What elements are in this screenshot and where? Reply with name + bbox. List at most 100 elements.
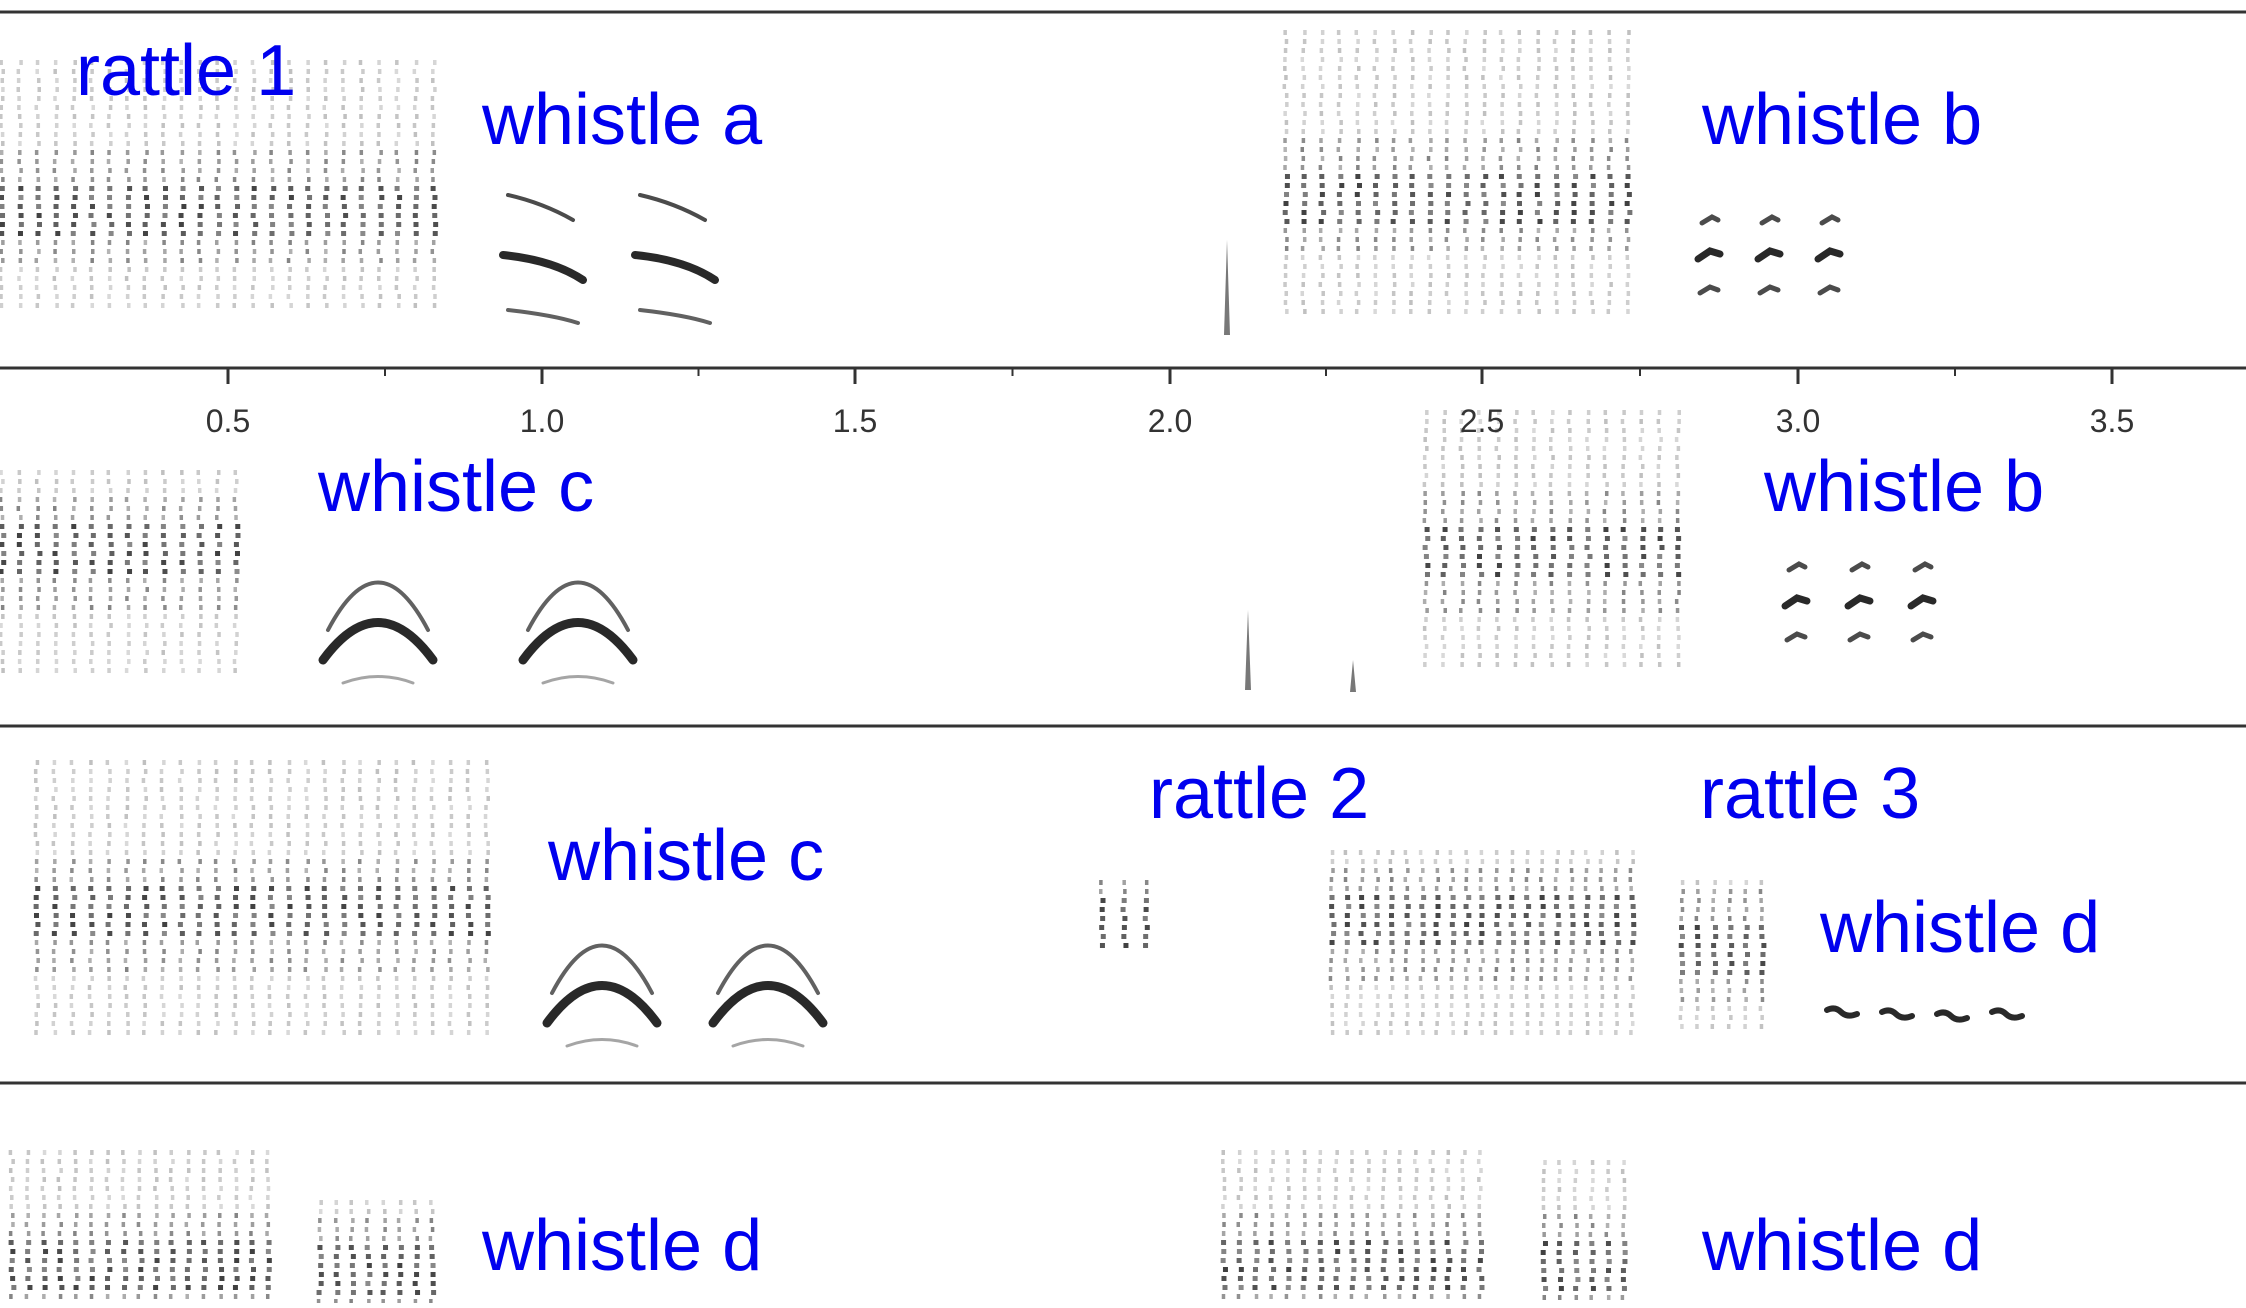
pulse-dot	[234, 96, 238, 101]
pulse-dot	[180, 632, 184, 637]
tick-label: 0.5	[205, 403, 251, 439]
pulse-dot	[126, 488, 130, 493]
pulse-dot	[53, 240, 58, 245]
pulse-dot	[197, 231, 203, 236]
pulse-dot	[1626, 309, 1630, 314]
pulse-dot	[396, 123, 401, 128]
pulse-dot	[412, 1227, 417, 1232]
pulse-dot	[466, 760, 471, 765]
pulse-dot	[1409, 48, 1414, 53]
pulse-dot	[1270, 1222, 1274, 1227]
pulse-dot	[304, 868, 309, 873]
pulse-dot	[432, 150, 437, 155]
pulse-dot	[143, 105, 148, 110]
pulse-dot	[143, 967, 148, 972]
pulse-dot	[196, 931, 202, 936]
harmonic	[1759, 214, 1781, 226]
pulse-dot	[1330, 994, 1335, 999]
pulse-dot	[1442, 527, 1448, 532]
pulse-dot	[125, 805, 130, 810]
pulse-dot	[270, 177, 275, 182]
pulse-dot	[179, 249, 183, 254]
pulse-dot	[186, 1249, 192, 1254]
pulse-dot	[449, 976, 453, 981]
pulse-dot	[1608, 192, 1614, 197]
pulse-dot	[1659, 437, 1663, 442]
pulse-dot	[1100, 898, 1106, 903]
pulse-dot	[1493, 976, 1498, 981]
pulse-dot	[1711, 952, 1717, 957]
pulse-dot	[325, 303, 329, 308]
pulse-dot	[396, 222, 402, 227]
pulse-dot	[51, 931, 57, 936]
pulse-dot	[1345, 886, 1349, 891]
pulse-dot	[0, 641, 3, 646]
pulse-dot	[1480, 120, 1485, 125]
pulse-dot	[1553, 255, 1558, 260]
pulse-dot	[1355, 84, 1360, 89]
fundamental	[1814, 247, 1844, 263]
pulse-dot	[306, 69, 311, 74]
harmonic	[638, 193, 707, 222]
pulse-dot	[1727, 952, 1733, 957]
pulse-dot	[1658, 608, 1663, 613]
pulse-dot	[448, 760, 453, 765]
pulse-dot	[1605, 1187, 1609, 1192]
pulse-dot	[160, 841, 165, 846]
pulse-dot	[124, 533, 130, 538]
pulse-dot	[1761, 943, 1767, 948]
pulse-dot	[1301, 1276, 1307, 1281]
pulse-dot	[196, 515, 201, 520]
pulse-dot	[415, 276, 419, 281]
pulse-dot	[54, 632, 58, 637]
pulse-dot	[413, 267, 417, 272]
pulse-dot	[1608, 75, 1613, 80]
pulse-dot	[233, 294, 237, 299]
pulse-dot	[1464, 183, 1470, 188]
pulse-dot	[249, 841, 254, 846]
pulse-dot	[431, 958, 436, 963]
pulse-dot	[270, 303, 274, 308]
pulse-dot	[1333, 1240, 1339, 1245]
pulse-dot	[1390, 850, 1395, 855]
pulse-dot	[1639, 563, 1645, 568]
pulse-dot	[1556, 850, 1560, 855]
pulse-dot	[303, 967, 308, 972]
pulse-dot	[35, 1021, 39, 1026]
pulse-dot	[122, 1294, 127, 1299]
pulse-dot	[430, 922, 436, 927]
pulse-dot	[1516, 57, 1521, 62]
pulse-dot	[1391, 264, 1395, 269]
pulse-dot	[1331, 868, 1335, 873]
pulse-dot	[367, 1290, 373, 1295]
pulse-dot	[394, 940, 399, 945]
pulse-dot	[1541, 1196, 1546, 1201]
pulse-dot	[340, 1003, 345, 1008]
pulse-dot	[303, 931, 309, 936]
pulse-dot	[217, 632, 221, 637]
pulse-dot	[217, 1249, 223, 1254]
pulse-dot	[1381, 1195, 1385, 1200]
pulse-dot	[1517, 246, 1522, 251]
pulse-dot	[160, 276, 165, 281]
pulse-dot	[198, 195, 204, 200]
pulse-dot	[124, 940, 128, 945]
pulse-dot	[34, 105, 39, 110]
pulse-dot	[143, 596, 147, 601]
pulse-dot	[126, 114, 131, 119]
pulse-dot	[1567, 491, 1572, 496]
pulse-dot	[465, 913, 471, 918]
pulse-dot	[10, 1276, 16, 1281]
pulse-dot	[1678, 1015, 1683, 1020]
pulse-dot	[396, 1030, 400, 1035]
pulse-dot	[1441, 653, 1445, 658]
pulse-dot	[1540, 958, 1545, 963]
pulse-dot	[143, 123, 148, 128]
pulse-dot	[234, 249, 238, 254]
pulse-dot	[160, 60, 165, 65]
pulse-dot	[51, 841, 56, 846]
pulse-dot	[235, 533, 241, 538]
pulse-dot	[430, 985, 434, 990]
pulse-dot	[1376, 850, 1380, 855]
pulse-dot	[89, 1276, 95, 1281]
